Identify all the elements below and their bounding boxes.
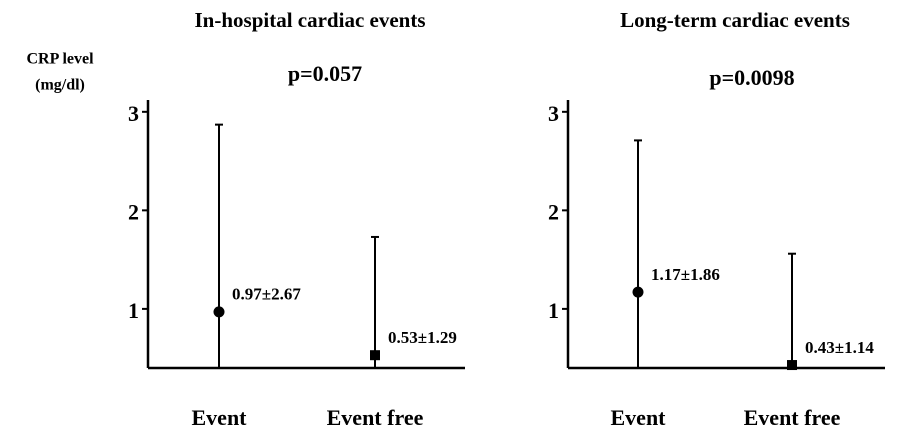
marker: [370, 350, 380, 361]
x-tick-label: Event free: [327, 405, 424, 430]
value-label: 0.53±1.29: [388, 328, 457, 347]
y-tick-label: 2: [128, 199, 139, 224]
chart-title: Long-term cardiac events: [620, 8, 850, 32]
value-label: 0.97±2.67: [232, 285, 301, 304]
y-tick-label: 3: [128, 101, 139, 126]
y-axis-label: CRP level: [26, 51, 94, 68]
y-axis-label: (mg/dl): [35, 77, 85, 94]
x-tick-label: Event: [611, 405, 667, 430]
x-tick-label: Event free: [744, 405, 841, 430]
value-label: 1.17±1.86: [651, 265, 720, 284]
marker: [787, 360, 797, 371]
annotation: p=0.0098: [709, 65, 794, 90]
value-label: 0.43±1.14: [805, 338, 874, 357]
chart-title: In-hospital cardiac events: [195, 8, 426, 32]
y-tick-label: 1: [128, 298, 139, 323]
marker: [632, 286, 644, 298]
marker: [213, 306, 225, 318]
y-tick-label: 1: [548, 298, 559, 323]
x-tick-label: Event: [192, 405, 248, 430]
annotation: p=0.057: [288, 61, 362, 86]
y-tick-label: 2: [548, 199, 559, 224]
y-tick-label: 3: [548, 101, 559, 126]
